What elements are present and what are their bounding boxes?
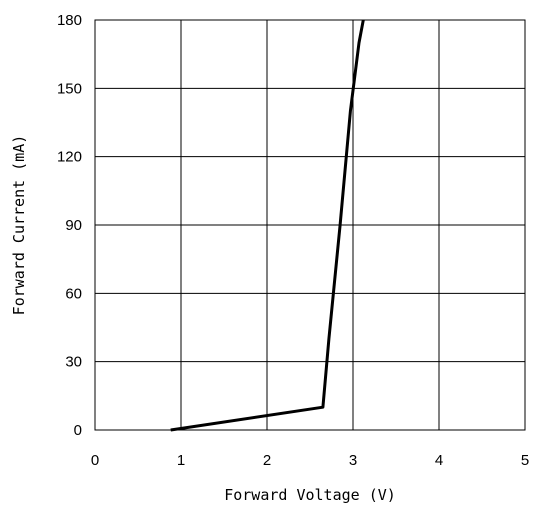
y-axis-title: Forward Current (mA): [10, 135, 28, 316]
x-tick-label: 5: [521, 452, 529, 469]
series-line: [170, 19, 365, 432]
x-tick-label: 1: [177, 452, 185, 469]
y-tick-label: 60: [65, 285, 82, 302]
y-axis: 0 30 60 90 120 150 180: [57, 12, 82, 439]
y-tick-label: 30: [65, 354, 82, 371]
y-tick-label: 0: [74, 422, 82, 439]
x-tick-label: 2: [263, 452, 271, 469]
plot-frame: [94, 19, 526, 431]
y-tick-label: 180: [57, 12, 82, 29]
x-tick-label: 3: [349, 452, 357, 469]
x-axis-title: Forward Voltage (V): [224, 486, 396, 504]
x-tick-label: 0: [91, 452, 99, 469]
y-tick-label: 150: [57, 80, 82, 97]
y-tick-label: 90: [65, 217, 82, 234]
y-tick-label: 120: [57, 149, 82, 166]
x-axis: 0 1 2 3 4 5: [91, 452, 529, 469]
grid: [94, 19, 526, 431]
series-group: [170, 19, 365, 432]
x-tick-label: 4: [435, 452, 443, 469]
